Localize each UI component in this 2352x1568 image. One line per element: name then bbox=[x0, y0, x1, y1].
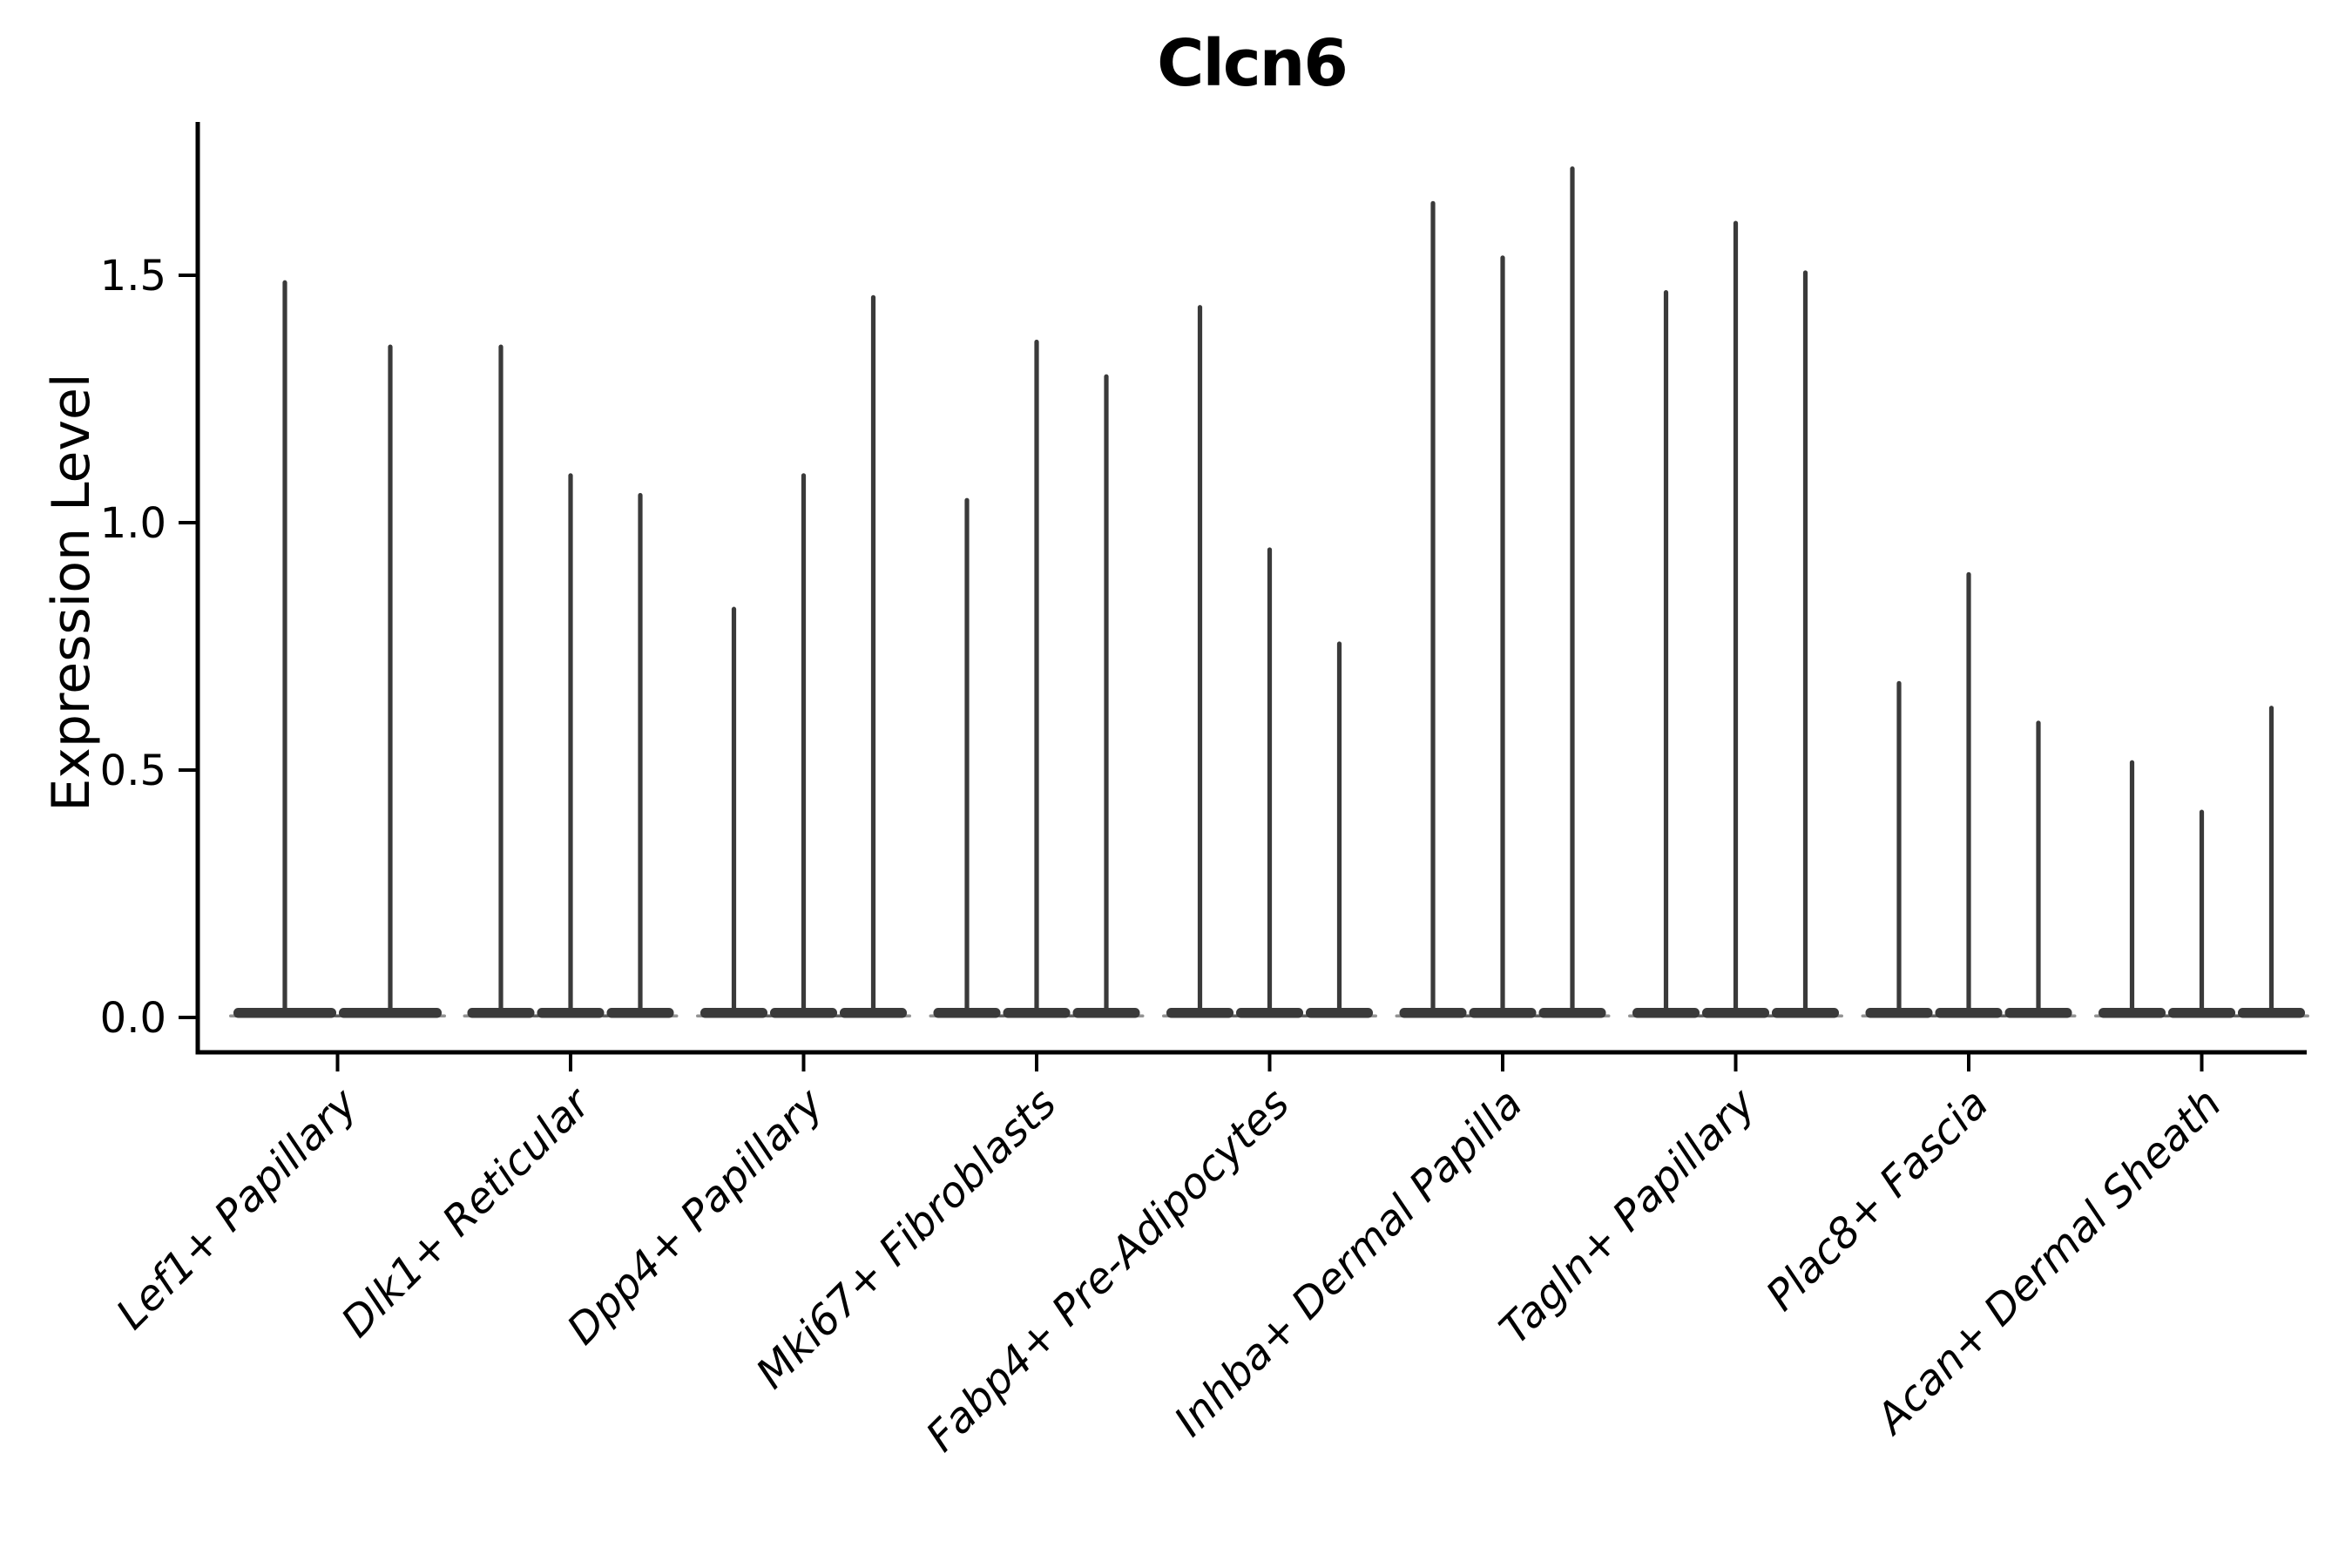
violin-base bbox=[1072, 1008, 1140, 1018]
violin-base bbox=[770, 1008, 837, 1018]
violin-spike bbox=[282, 280, 287, 1012]
violin-spike bbox=[1896, 680, 1902, 1012]
violin-base bbox=[2099, 1008, 2166, 1018]
violin-spike bbox=[568, 473, 573, 1012]
violin-spike bbox=[2129, 760, 2135, 1012]
y-tick-label: 1.0 bbox=[100, 499, 166, 548]
violin-spike bbox=[1802, 270, 1808, 1012]
violin-base bbox=[537, 1008, 605, 1018]
violin-base bbox=[933, 1008, 1001, 1018]
violin-base bbox=[233, 1008, 336, 1018]
violin-spike bbox=[731, 606, 737, 1012]
violin-spike bbox=[1500, 255, 1505, 1012]
violin-base bbox=[1632, 1008, 1700, 1018]
violin-base bbox=[1469, 1008, 1537, 1018]
violin-base bbox=[840, 1008, 907, 1018]
violin-base bbox=[1236, 1008, 1303, 1018]
violin-spike bbox=[870, 294, 876, 1013]
violin-spike bbox=[1336, 641, 1342, 1012]
violin-spike bbox=[1570, 166, 1575, 1013]
violin-base bbox=[1166, 1008, 1233, 1018]
violin-spike bbox=[638, 492, 643, 1012]
x-tick-label: Dlk1+ Reticular bbox=[332, 1078, 602, 1348]
violin-spike bbox=[1663, 290, 1669, 1012]
violin-spike bbox=[964, 497, 970, 1012]
violin-spike bbox=[1430, 200, 1436, 1013]
y-tick-label: 0.0 bbox=[100, 994, 166, 1043]
x-tick-label: Plac8+ Fascia bbox=[1757, 1079, 1998, 1321]
violin-spike bbox=[801, 473, 807, 1012]
y-tick-label: 0.5 bbox=[100, 747, 166, 795]
violin-spike bbox=[1733, 220, 1739, 1012]
violin-base bbox=[2168, 1008, 2235, 1018]
x-tick-label: Tagln+ Papillary bbox=[1490, 1078, 1766, 1354]
violin-base bbox=[1306, 1008, 1373, 1018]
violin-spike bbox=[1104, 374, 1109, 1013]
violin-spike bbox=[1197, 305, 1203, 1013]
violin-base bbox=[1772, 1008, 1839, 1018]
plot-title: Clcn6 bbox=[1157, 26, 1348, 101]
x-tick-label: Dpp4+ Papillary bbox=[558, 1078, 833, 1354]
violin-base bbox=[1865, 1008, 1933, 1018]
violin-spike bbox=[1267, 547, 1273, 1012]
violin-base bbox=[1935, 1008, 2003, 1018]
violin-spike bbox=[2199, 809, 2205, 1012]
x-tick-label: Lef1+ Papillary bbox=[107, 1078, 368, 1339]
violin-base bbox=[1702, 1008, 1769, 1018]
violin-base bbox=[700, 1008, 767, 1018]
violin-base bbox=[2238, 1008, 2305, 1018]
violin-base bbox=[1538, 1008, 1606, 1018]
violin-spike bbox=[388, 344, 393, 1012]
violin-spike bbox=[1966, 571, 1971, 1012]
violin-base bbox=[1003, 1008, 1071, 1018]
violin-base bbox=[467, 1008, 535, 1018]
violin-base bbox=[2004, 1008, 2072, 1018]
violin-base bbox=[339, 1008, 442, 1018]
violin-spike bbox=[498, 344, 504, 1012]
violin-spike bbox=[2036, 720, 2041, 1012]
y-tick-label: 1.5 bbox=[100, 252, 166, 301]
violin-spike bbox=[1034, 339, 1039, 1013]
violin-base bbox=[1399, 1008, 1467, 1018]
violin-spike bbox=[2268, 706, 2274, 1012]
violin-base bbox=[606, 1008, 674, 1018]
